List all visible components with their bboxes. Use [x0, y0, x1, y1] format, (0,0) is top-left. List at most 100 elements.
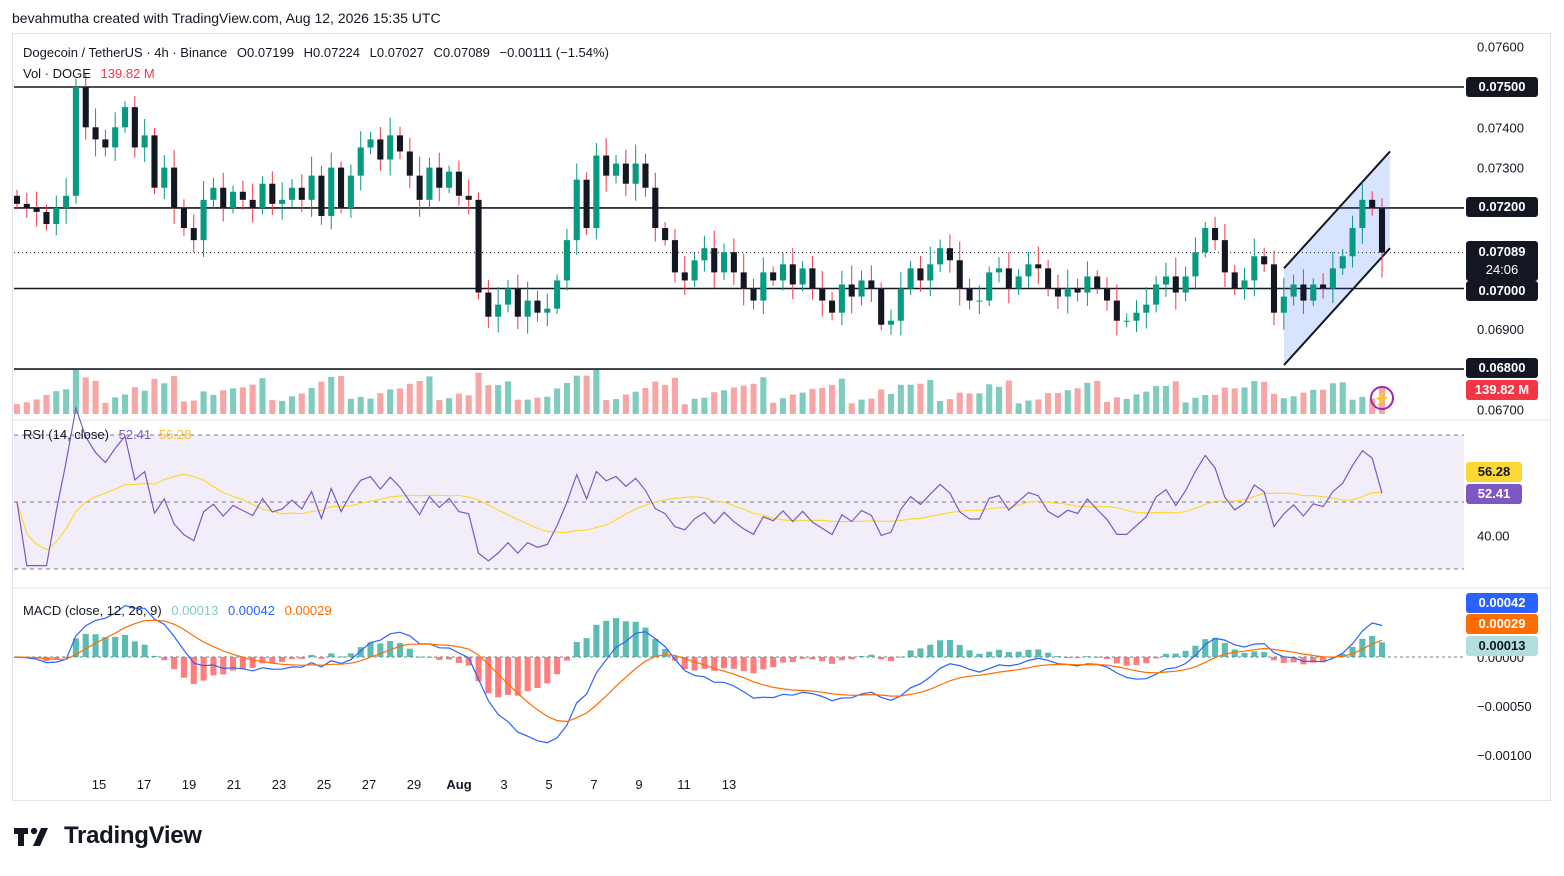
rsi-axis-label: 40.00 [1477, 529, 1510, 544]
candle-body [455, 171, 462, 196]
tradingview-logo[interactable]: TradingView [14, 822, 202, 850]
macd-histogram-bar [406, 648, 413, 657]
macd-histogram-bar [858, 655, 865, 657]
macd-histogram-bar [1359, 638, 1366, 657]
candle-body [819, 288, 826, 301]
volume-bar [1339, 382, 1346, 414]
macd-histogram-bar [1005, 652, 1012, 657]
macd-histogram-bar [92, 634, 99, 657]
macd-histogram-bar [210, 657, 217, 676]
last-price-value: 0.07089 [1478, 244, 1526, 259]
candle-body [1359, 199, 1366, 229]
volume-bar [121, 394, 129, 414]
macd-signal-badge: 0.00029 [1466, 614, 1538, 634]
volume-bar [1192, 397, 1199, 414]
macd-histogram-bar [809, 657, 816, 660]
volume-bar [1133, 394, 1140, 414]
macd-histogram-bar [347, 653, 354, 657]
candle-body [249, 199, 256, 208]
macd-histogram-bar [229, 657, 237, 671]
macd-histogram-bar [1123, 657, 1130, 666]
macd-histogram-bar [612, 618, 620, 657]
candle-body [23, 203, 30, 208]
volume-bar [1035, 399, 1042, 414]
macd-histogram-bar [917, 648, 924, 657]
last-price-badge: 0.07089 24:06 [1466, 241, 1538, 281]
macd-histogram-bar [1084, 656, 1091, 658]
candle-body [1280, 296, 1287, 313]
macd-histogram-bar [544, 657, 551, 684]
volume-legend: Vol · DOGE 139.82 M [23, 66, 155, 81]
volume-bar [799, 392, 806, 414]
channel-lower-line [1283, 247, 1391, 366]
candle-body [121, 107, 129, 128]
time-axis-label: 21 [227, 777, 241, 792]
macd-legend-label: MACD (close, 12, 26, 9) [23, 603, 162, 618]
volume-bar [1202, 395, 1209, 414]
candle-body [524, 300, 531, 317]
volume-bar [1320, 389, 1327, 414]
candle-body [485, 292, 492, 317]
volume-bar [711, 392, 718, 414]
candle-body [1015, 276, 1022, 289]
volume-bar [887, 393, 895, 414]
time-axis-label: Aug [446, 777, 471, 792]
volume-bar [927, 380, 934, 414]
macd-histogram-bar [249, 657, 256, 668]
macd-histogram-bar [829, 657, 836, 664]
volume-bar [1280, 398, 1287, 414]
candle-body [1212, 228, 1219, 241]
volume-bar [151, 378, 158, 414]
candle-body [642, 163, 649, 188]
macd-histogram-bar [200, 657, 207, 681]
volume-bar [1064, 390, 1071, 414]
candle-body [730, 252, 737, 273]
volume-bar [426, 376, 433, 414]
candle-body [514, 288, 521, 317]
volume-bar [102, 402, 109, 414]
time-axis-label: 15 [92, 777, 106, 792]
candle-body [171, 167, 178, 208]
candle-body [1045, 268, 1052, 289]
macd-histogram-bar [1369, 635, 1376, 657]
macd-histogram-bar [416, 656, 423, 658]
macd-histogram-bar [1074, 657, 1081, 659]
macd-histogram-bar [367, 642, 374, 657]
macd-axis-label: −0.00050 [1477, 699, 1532, 714]
time-axis-label: 9 [635, 777, 642, 792]
volume-bar [308, 388, 315, 414]
candle-body [1320, 284, 1327, 289]
volume-bar [760, 377, 767, 414]
candle-body [495, 304, 502, 317]
candle-body [1025, 264, 1032, 277]
price-axis-label: 0.06900 [1477, 322, 1524, 337]
macd-histogram-bar [190, 657, 197, 685]
candle-body [750, 288, 757, 301]
macd-histogram-bar [377, 643, 384, 657]
volume-bar [1300, 392, 1307, 414]
volume-badge: 139.82 M [1466, 380, 1538, 400]
legend-high: H0.07224 [303, 45, 361, 60]
time-axis-label: 3 [500, 777, 507, 792]
candle-body [1310, 284, 1317, 301]
candle-body [927, 264, 934, 281]
candle-body [112, 127, 119, 148]
volume-legend-label: Vol · DOGE [23, 66, 91, 81]
legend-symbol: Dogecoin / TetherUS · 4h · Binance [23, 45, 228, 60]
volume-bar [858, 399, 865, 414]
volume-bar [1025, 400, 1032, 414]
volume-bar [573, 375, 580, 414]
volume-bar [1005, 380, 1012, 414]
price-axis-label: 0.07400 [1477, 120, 1524, 135]
candle-body [63, 195, 70, 208]
macd-histogram-bar [1241, 652, 1248, 657]
volume-bar [13, 404, 21, 414]
lightning-icon[interactable]: ⚡ [1370, 386, 1394, 410]
macd-histogram-bar [750, 657, 757, 674]
volume-bar [171, 376, 178, 414]
candle-body [1339, 256, 1346, 269]
candle-body [1369, 199, 1376, 208]
volume-bar [288, 396, 296, 414]
candle-body [220, 187, 227, 208]
